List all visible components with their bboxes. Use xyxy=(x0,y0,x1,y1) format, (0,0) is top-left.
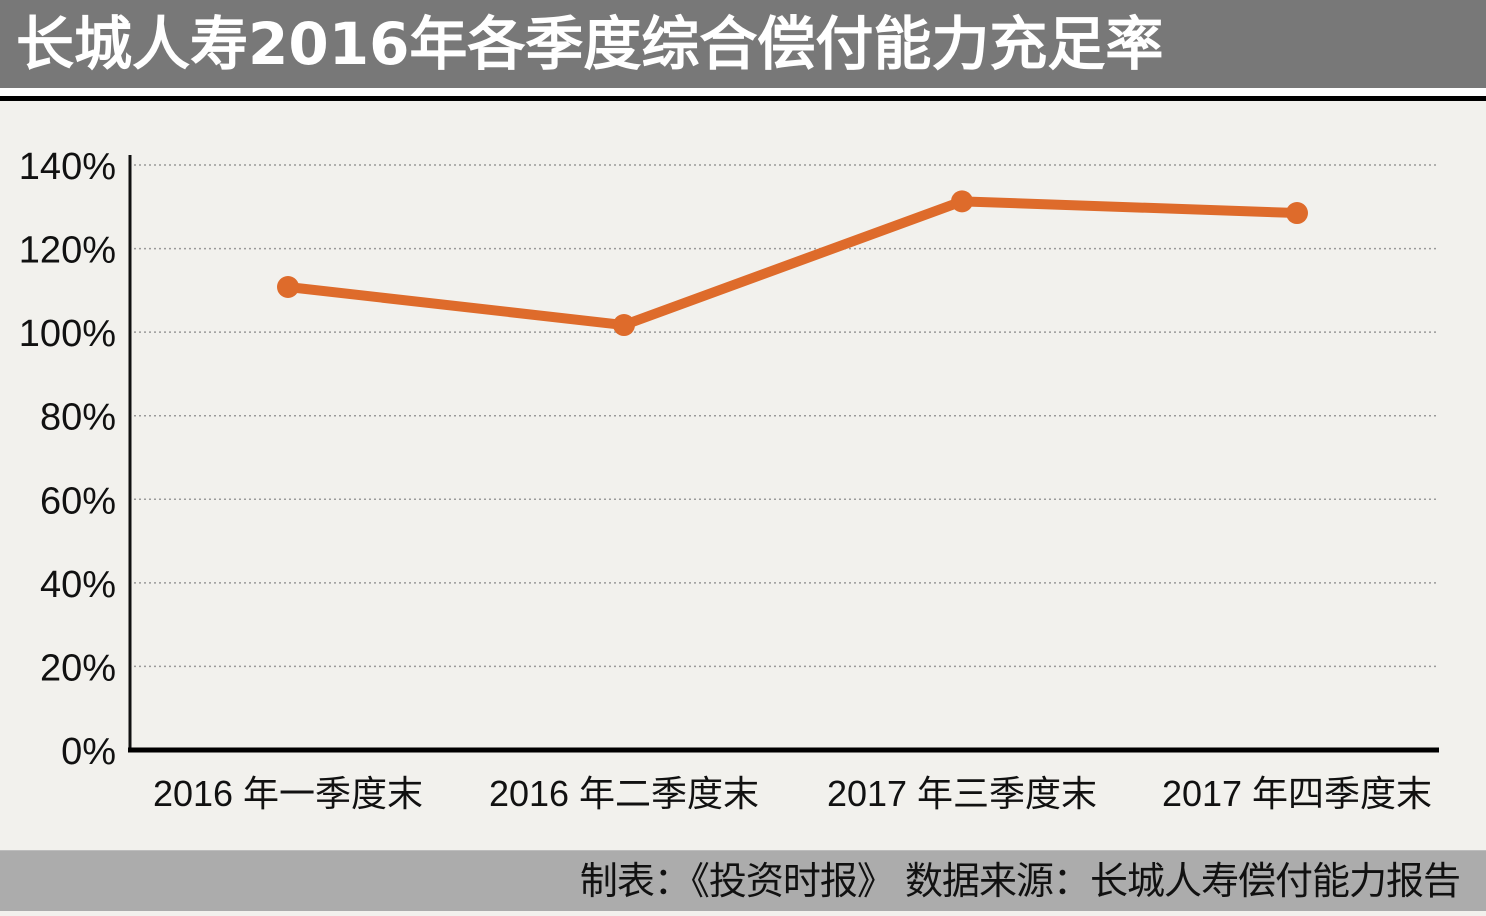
x-axis-tick-labels: 2016 年一季度末 2016 年二季度末 2017 年三季度末 2017 年四季度末 xyxy=(153,773,1432,814)
y-tick-label: 20% xyxy=(40,647,116,689)
chart-title: 长城人寿2016年各季度综合偿付能力充足率 xyxy=(16,10,1164,78)
data-point-marker xyxy=(613,314,635,337)
x-tick-label: 2016 年二季度末 xyxy=(489,773,759,814)
y-tick-label: 40% xyxy=(40,564,116,606)
data-points xyxy=(277,190,1308,337)
y-tick-label: 0% xyxy=(61,731,116,773)
series-line xyxy=(287,196,1298,331)
gridlines xyxy=(134,164,1439,668)
data-point-marker xyxy=(1286,202,1308,225)
data-point-marker xyxy=(277,276,299,299)
x-tick-label: 2017 年三季度末 xyxy=(827,773,1097,814)
data-point-marker xyxy=(951,190,973,213)
y-tick-label: 140% xyxy=(19,146,116,188)
header-divider-white xyxy=(0,88,1486,96)
y-tick-label: 100% xyxy=(19,313,116,355)
y-axis-tick-labels: 0% 20% 40% 60% 80% 100% 120% 140% xyxy=(19,146,116,773)
header-divider-black xyxy=(0,96,1486,101)
y-tick-label: 60% xyxy=(40,480,116,522)
line-chart: 0%20%40%60%80%100%120%140% 2016 年一季度末 201… xyxy=(19,146,1439,814)
title-bar: 长城人寿2016年各季度综合偿付能力充足率 xyxy=(0,0,1486,88)
source-credit: 制表：《投资时报》 数据来源：长城人寿偿付能力报告 xyxy=(579,859,1461,903)
x-tick-label: 2017 年四季度末 xyxy=(1162,773,1432,814)
y-tick-label: 80% xyxy=(40,397,116,439)
x-tick-label: 2016 年一季度末 xyxy=(153,773,423,814)
source-footer: 制表：《投资时报》 数据来源：长城人寿偿付能力报告 xyxy=(0,850,1486,911)
y-tick-label: 120% xyxy=(19,230,116,272)
